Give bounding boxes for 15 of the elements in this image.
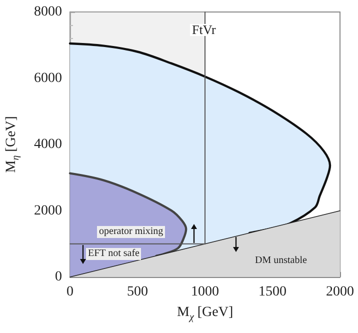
y-tick-label: 8000 (34, 4, 62, 20)
annotation: EFT not safe (86, 248, 142, 260)
annotation: DM unstable (254, 255, 308, 267)
annotation: operator mixing (97, 226, 166, 238)
x-tick-label: 1000 (191, 284, 219, 300)
y-tick-label: 4000 (34, 137, 62, 152)
x-axis-title: M$_{χ}$ [GeV] (177, 305, 234, 325)
y-tick-label: 2000 (34, 203, 62, 218)
annotation: FtVr (190, 22, 218, 37)
x-tick-label: 2000 (326, 284, 354, 300)
x-tick-label: 0 (66, 284, 74, 300)
y-tick-label: 0 (55, 270, 62, 284)
x-tick-label: 500 (127, 284, 148, 300)
y-tick-label: 6000 (34, 70, 62, 86)
x-tick-label: 1500 (258, 284, 286, 300)
